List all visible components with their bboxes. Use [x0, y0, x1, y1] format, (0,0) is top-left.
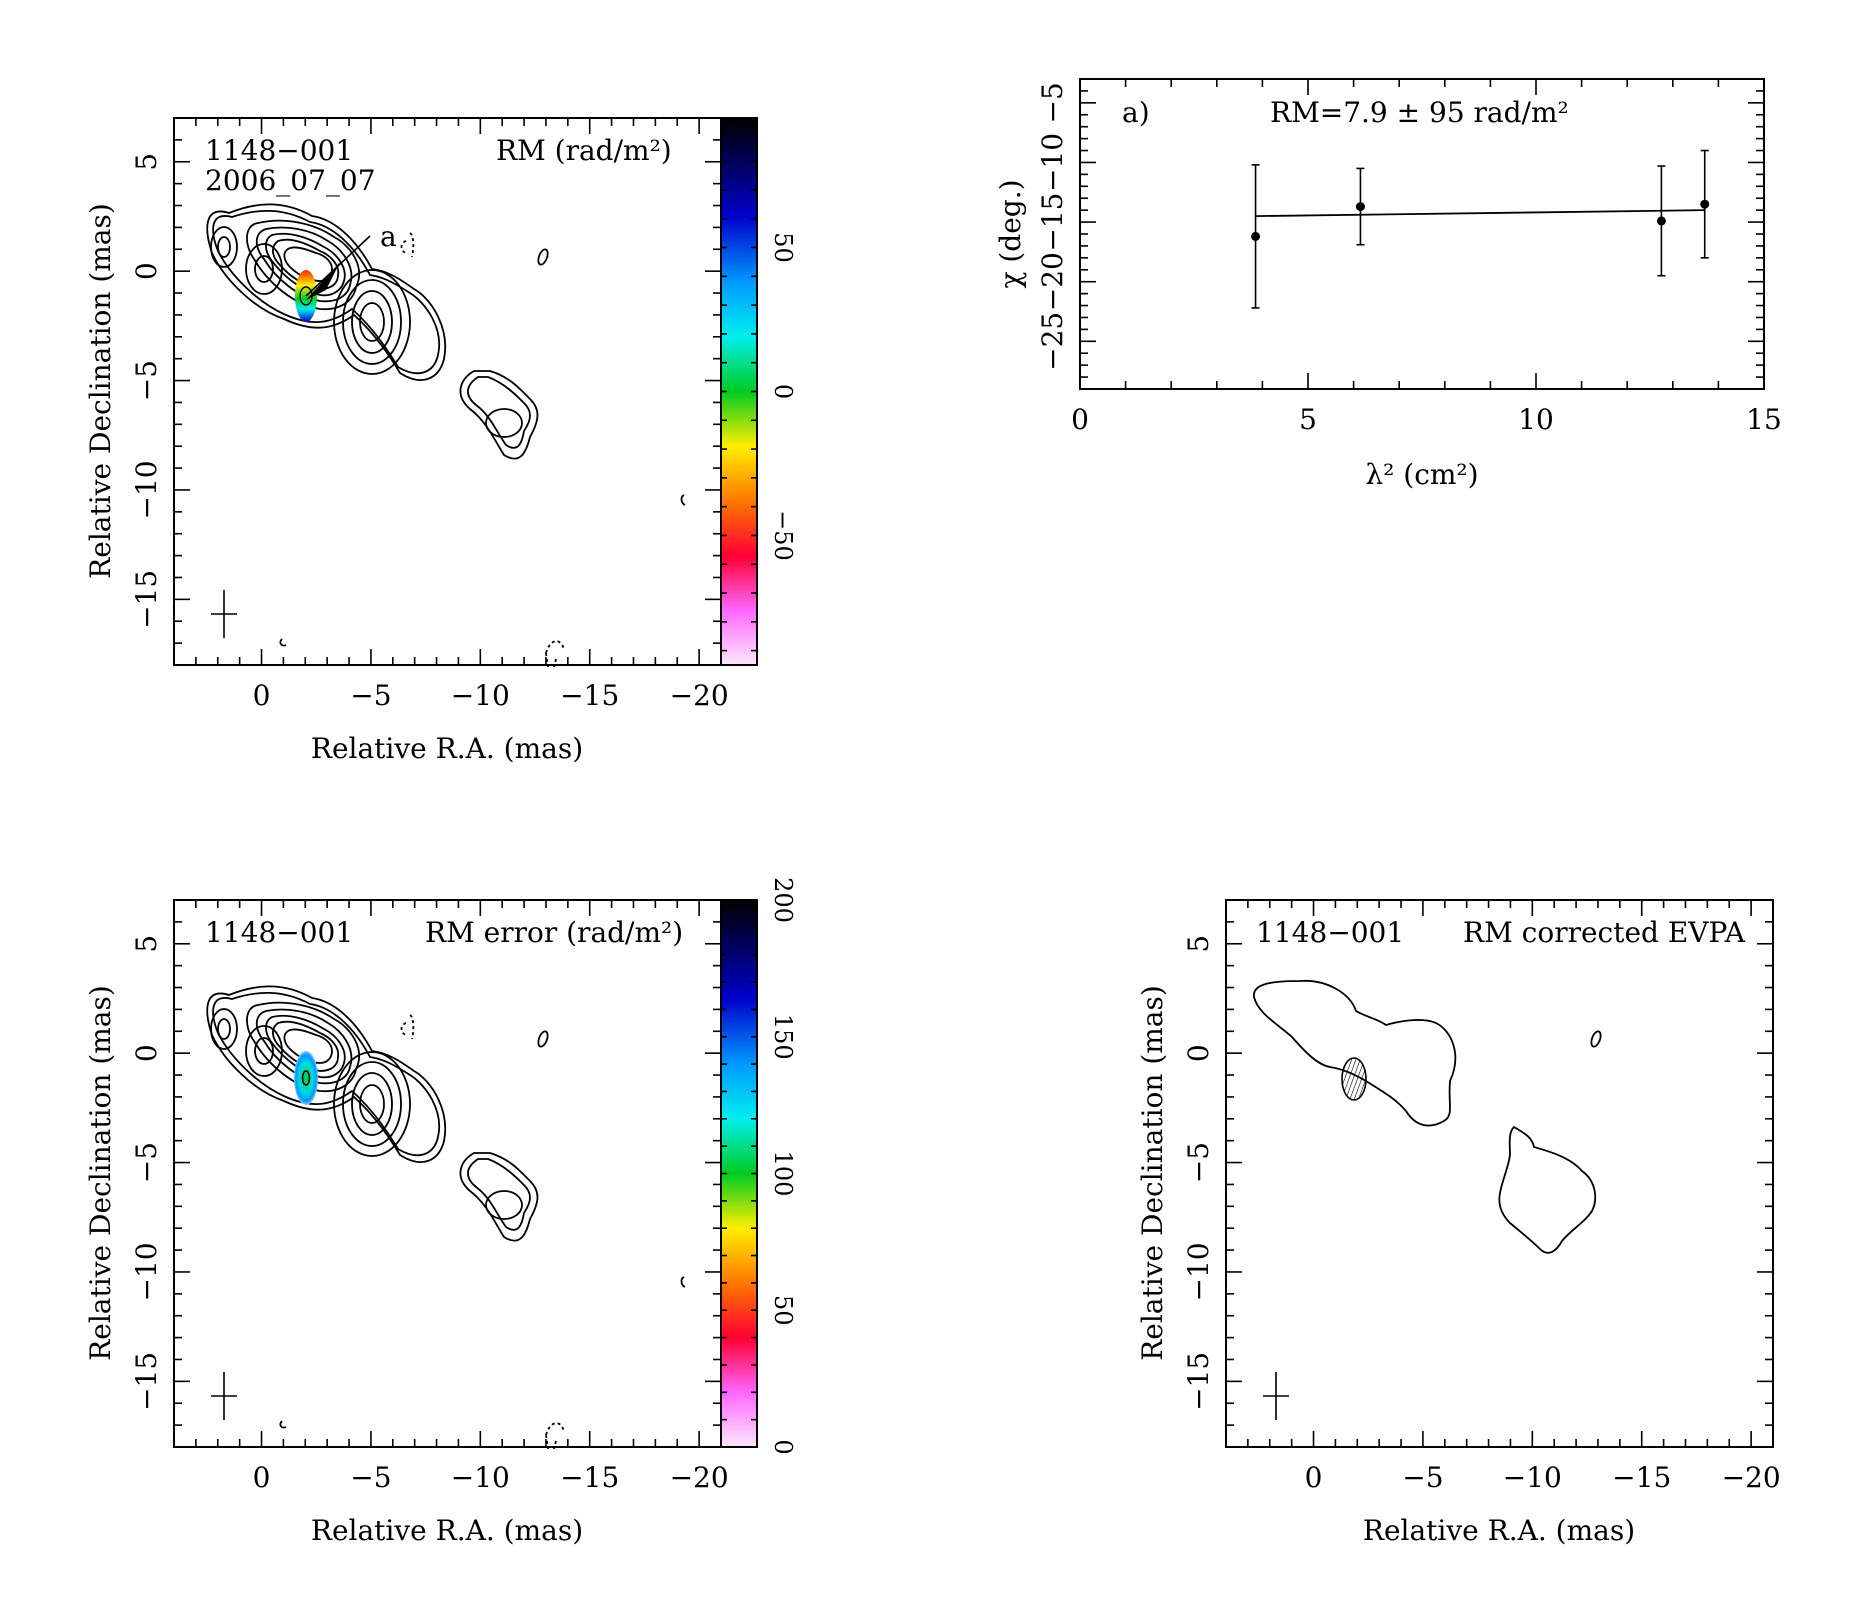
x-tick-label: 10	[1518, 403, 1554, 436]
y-tick-label: 0	[130, 262, 163, 280]
y-tick-label: 0	[1182, 1044, 1215, 1062]
colorbar-tick-label: 200	[769, 877, 797, 923]
x-tick-label: 0	[253, 1461, 271, 1494]
colorbar-tick-label: 100	[769, 1151, 797, 1197]
rm-fit-panel: 0 5 10 15 −5 −10−15−20−25 a) RM=7.9 ± 95 rad/…	[994, 78, 1782, 491]
x-tick-label: 0	[1071, 403, 1089, 436]
y-tick-label: −15	[130, 1352, 163, 1411]
rm-error-xlabel: Relative R.A. (mas)	[311, 1514, 583, 1547]
x-tick-label: −10	[451, 679, 510, 712]
y-tick-label: 5	[130, 153, 163, 171]
rm-fit-marks	[1251, 149, 1710, 309]
rm-error-title: RM error (rad/m²)	[425, 916, 683, 949]
y-tick-label: 5	[1182, 935, 1215, 953]
x-tick-label: −5	[1402, 1461, 1443, 1494]
y-tick-label: −10	[130, 460, 163, 519]
data-point	[1355, 202, 1365, 212]
rm-map-contours	[206, 203, 686, 668]
evpa-ticks: 0 −5 −10 −15 −20 5 0 −5 −10 −15	[1182, 899, 1781, 1494]
y-tick-label: −5	[130, 360, 163, 401]
x-tick-label: 0	[1305, 1461, 1323, 1494]
rm-fit-panel-label: a)	[1122, 96, 1150, 129]
annotation-label: a	[380, 220, 397, 253]
rm-map-ylabel: Relative Declination (mas)	[84, 203, 117, 579]
rm-fit-title: RM=7.9 ± 95 rad/m²	[1270, 96, 1569, 129]
rm-map-title: RM (rad/m²)	[496, 134, 672, 167]
y-tick-label: 5	[130, 935, 163, 953]
colorbar-tick-label: 0	[769, 384, 797, 399]
colorbar-tick-label: 0	[769, 1439, 797, 1454]
x-tick-label: −15	[1612, 1461, 1671, 1494]
rm-fit-ticks: 0 5 10 15 −5 −10−15−20−25	[1036, 78, 1782, 436]
fit-line	[1255, 209, 1705, 218]
rm-error-ylabel: Relative Declination (mas)	[84, 985, 117, 1361]
evpa-frame	[1225, 899, 1774, 1448]
colorbar-tick-label: 50	[769, 1295, 797, 1326]
rm-fit-xlabel: λ² (cm²)	[1365, 458, 1478, 491]
rm-fit-ylabel: χ (deg.)	[994, 179, 1027, 288]
evpa-ylabel: Relative Declination (mas)	[1136, 985, 1169, 1361]
x-tick-label: −10	[451, 1461, 510, 1494]
rm-map-xlabel: Relative R.A. (mas)	[311, 732, 583, 765]
rm-error-color-region	[294, 1051, 318, 1105]
x-tick-label: 5	[1299, 403, 1317, 436]
x-tick-label: −15	[560, 1461, 619, 1494]
beam-cross	[211, 1372, 237, 1420]
rm-map-frame	[173, 117, 722, 666]
evpa-xlabel: Relative R.A. (mas)	[1363, 1514, 1635, 1547]
beam-cross	[211, 590, 237, 638]
evpa-hatched-region	[1341, 1057, 1367, 1101]
x-tick-label: −10	[1503, 1461, 1562, 1494]
y-tick-label: −20	[1036, 252, 1069, 311]
x-tick-label: −5	[350, 1461, 391, 1494]
y-tick-label: −25	[1036, 312, 1069, 371]
data-point	[1251, 231, 1261, 241]
colorbar-tick-label: 150	[769, 1014, 797, 1060]
evpa-title: RM corrected EVPA	[1463, 916, 1746, 949]
colorbar-tick-label: 50	[769, 232, 797, 263]
y-tick-label: −5	[1182, 1142, 1215, 1183]
x-tick-label: −15	[560, 679, 619, 712]
beam-cross	[1263, 1372, 1289, 1420]
data-point	[1700, 199, 1710, 209]
x-tick-label: −20	[670, 1461, 729, 1494]
rm-error-contours	[206, 985, 686, 1450]
y-tick-label: −5	[1036, 82, 1069, 123]
colorbar-tick-label: −50	[769, 510, 797, 561]
data-point	[1656, 216, 1666, 226]
x-tick-label: −5	[350, 679, 391, 712]
rm-error-source: 1148−001	[205, 916, 353, 949]
rm-error-frame	[173, 899, 722, 1448]
y-tick-label: −10	[1182, 1242, 1215, 1301]
y-tick-label: 0	[130, 1044, 163, 1062]
rm-map-epoch: 2006_07_07	[205, 164, 376, 197]
x-tick-label: −20	[1722, 1461, 1781, 1494]
y-tick-label: −10	[1036, 133, 1069, 192]
rm-map-source: 1148−001	[205, 134, 353, 167]
annotation-arrow-head	[306, 262, 340, 300]
x-tick-label: −20	[670, 679, 729, 712]
y-tick-label: −15	[1036, 193, 1069, 252]
x-tick-label: 0	[253, 679, 271, 712]
y-tick-label: −15	[130, 570, 163, 629]
evpa-source: 1148−001	[1256, 916, 1404, 949]
evpa-map-panel: 0 −5 −10 −15 −20 5 0 −5 −10 −15 1148−001 RM corre…	[1136, 899, 1781, 1547]
x-tick-label: 15	[1746, 403, 1782, 436]
y-tick-label: −10	[130, 1242, 163, 1301]
evpa-contours	[1253, 980, 1602, 1254]
y-tick-label: −15	[1182, 1352, 1215, 1411]
y-tick-label: −5	[130, 1142, 163, 1183]
